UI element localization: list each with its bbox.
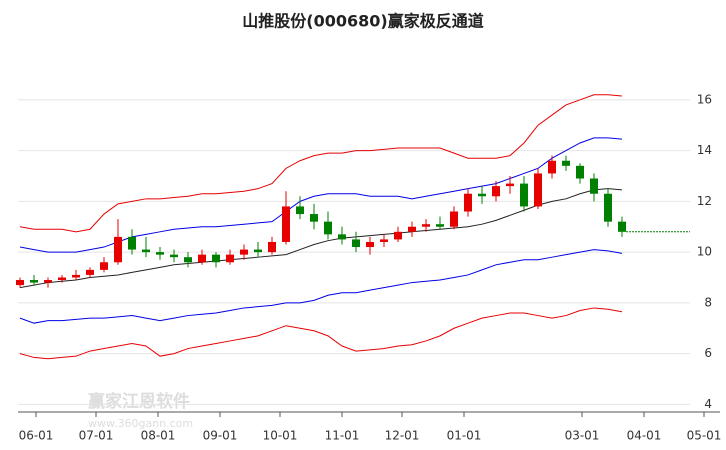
candle-body bbox=[72, 274, 80, 278]
x-tick-label: 08-01 bbox=[141, 429, 176, 443]
candle-body bbox=[562, 160, 570, 166]
candle-body bbox=[352, 239, 360, 248]
x-tick-label: 03-01 bbox=[565, 429, 600, 443]
candle-body bbox=[464, 193, 472, 212]
band-line bbox=[19, 307, 623, 360]
band-line bbox=[19, 249, 623, 324]
y-tick-label: 14 bbox=[697, 143, 712, 157]
x-tick-label: 04-01 bbox=[627, 429, 662, 443]
candle-body bbox=[156, 252, 164, 255]
candle-body bbox=[534, 173, 542, 207]
x-tick-label: 12-01 bbox=[385, 429, 420, 443]
watermark: 赢家江恩软件 bbox=[88, 391, 190, 412]
candle-body bbox=[58, 277, 66, 281]
y-tick-label: 8 bbox=[704, 295, 712, 309]
candle-body bbox=[268, 241, 276, 253]
candle-body bbox=[226, 254, 234, 263]
candle-body bbox=[422, 224, 430, 227]
candle-body bbox=[184, 257, 192, 263]
candle-body bbox=[590, 178, 598, 194]
candle-body bbox=[394, 231, 402, 240]
x-tick-label: 01-01 bbox=[447, 429, 482, 443]
candle-body bbox=[254, 249, 262, 253]
candle-body bbox=[282, 206, 290, 242]
candle-body bbox=[548, 160, 556, 174]
candle-body bbox=[576, 165, 584, 179]
candle-body bbox=[324, 221, 332, 235]
y-tick-label: 16 bbox=[697, 92, 712, 106]
candle-body bbox=[310, 214, 318, 222]
y-tick-label: 4 bbox=[704, 397, 712, 411]
y-tick-label: 6 bbox=[704, 346, 712, 360]
candle-body bbox=[520, 183, 528, 207]
candle-body bbox=[128, 236, 136, 250]
band-line bbox=[19, 137, 623, 253]
chart-title: 山推股份(000680)赢家极反通道 bbox=[242, 12, 483, 31]
candle-body bbox=[114, 236, 122, 263]
candle-body bbox=[618, 221, 626, 232]
candle-body bbox=[212, 254, 220, 263]
candle-body bbox=[296, 206, 304, 215]
band-line bbox=[19, 94, 623, 233]
candle-body bbox=[86, 269, 94, 275]
x-tick-label: 05-01 bbox=[687, 429, 722, 443]
candle-body bbox=[44, 280, 52, 283]
candle-body bbox=[142, 249, 150, 253]
y-tick-label: 10 bbox=[697, 245, 712, 259]
band-line bbox=[19, 188, 623, 289]
candle-body bbox=[30, 280, 38, 283]
watermark-url: www.360gann.com bbox=[88, 417, 193, 430]
candle-body bbox=[338, 234, 346, 240]
y-tick-label: 12 bbox=[697, 194, 712, 208]
x-tick-label: 10-01 bbox=[263, 429, 298, 443]
candle-body bbox=[492, 186, 500, 197]
candle-body bbox=[198, 254, 206, 263]
candle-body bbox=[16, 280, 24, 286]
x-tick-label: 11-01 bbox=[325, 429, 360, 443]
candle-body bbox=[240, 249, 248, 255]
candle-body bbox=[604, 193, 612, 222]
candle-body bbox=[100, 262, 108, 270]
x-tick-label: 06-01 bbox=[19, 429, 54, 443]
x-tick-label: 07-01 bbox=[79, 429, 114, 443]
candle-body bbox=[408, 226, 416, 232]
x-tick-label: 09-01 bbox=[203, 429, 238, 443]
candle-body bbox=[436, 224, 444, 227]
candle-body bbox=[366, 241, 374, 248]
candle-body bbox=[380, 239, 388, 242]
candle-body bbox=[478, 193, 486, 197]
candle-body bbox=[450, 211, 458, 227]
candle-body bbox=[506, 183, 514, 187]
candle-body bbox=[170, 254, 178, 258]
